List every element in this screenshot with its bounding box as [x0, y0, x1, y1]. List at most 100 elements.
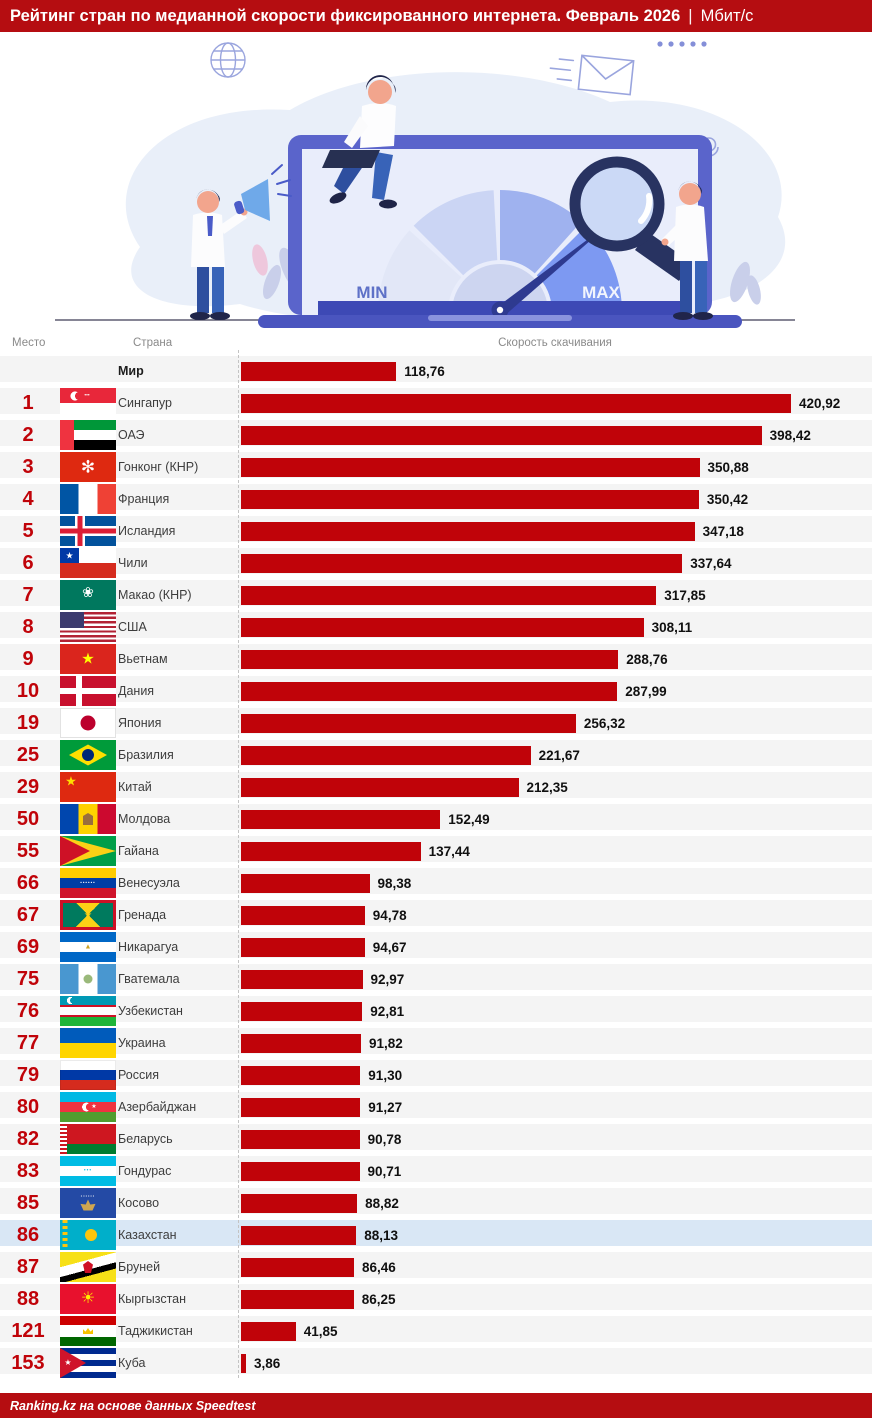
bar-track: 420,92: [238, 390, 872, 416]
country-name: Дания: [118, 684, 155, 698]
rank-label: 9: [22, 648, 34, 670]
speed-value: 3,86: [254, 1355, 281, 1371]
speed-value: 398,42: [769, 427, 811, 443]
laptop-base: [258, 315, 742, 328]
title-unit: Мбит/с: [700, 6, 754, 25]
bar-track: 212,35: [238, 774, 872, 800]
speed-bar: [241, 841, 421, 861]
speed-bar: [241, 1033, 361, 1053]
country-flag-icon: [60, 516, 116, 546]
speed-value: 317,85: [664, 587, 706, 603]
speed-bar: [241, 1289, 354, 1309]
speed-bar: [241, 777, 519, 797]
speed-value: 91,27: [368, 1099, 403, 1115]
rank-label: 121: [11, 1320, 45, 1342]
country-flag-icon: [60, 612, 116, 642]
rank-label: 80: [16, 1096, 40, 1118]
speed-value: 287,99: [625, 683, 667, 699]
country-row: 55 Гайана 137,44: [0, 836, 872, 866]
country-name: Китай: [118, 780, 152, 794]
country-row: 19 Япония 256,32: [0, 708, 872, 738]
source-text: Ranking.kz на основе данных Speedtest: [10, 1398, 256, 1413]
country-name: Куба: [118, 1356, 146, 1370]
country-flag-icon: [60, 548, 116, 578]
speed-value: 221,67: [538, 747, 580, 763]
country-row: 2 ОАЭ 398,42: [0, 420, 872, 450]
country-flag-icon: [60, 868, 116, 898]
megaphone-icon: [234, 164, 292, 221]
country-flag-icon: [60, 1028, 116, 1058]
rank-label: 69: [16, 936, 40, 958]
country-name: Азербайджан: [118, 1100, 197, 1114]
speed-value: 98,38: [377, 875, 412, 891]
country-flag-icon: [60, 836, 116, 866]
rank-label: 79: [16, 1064, 40, 1086]
country-flag-icon: [60, 900, 116, 930]
speedtest-illustration: MIN MAX: [55, 41, 795, 328]
bar-track: 86,25: [238, 1286, 872, 1312]
country-name: Косово: [118, 1196, 160, 1210]
country-name: США: [118, 620, 147, 634]
column-header-speed: Скорость скачивания: [498, 337, 612, 349]
country-flag-icon: [60, 676, 116, 706]
speed-bar: [241, 969, 363, 989]
country-name: Сингапур: [118, 396, 172, 410]
gauge-min-label: MIN: [356, 283, 387, 302]
country-name: Мир: [118, 364, 144, 378]
rank-label: 5: [22, 520, 34, 542]
speed-value: 118,76: [404, 363, 445, 379]
country-row: 5 Исландия 347,18: [0, 516, 872, 546]
country-row: 83 Гондурас 90,71: [0, 1156, 872, 1186]
bar-track: 137,44: [238, 838, 872, 864]
country-flag-icon: [60, 1188, 116, 1218]
bar-track: 350,42: [238, 486, 872, 512]
person-magnifier-figure: [569, 156, 713, 320]
speed-value: 88,13: [364, 1227, 398, 1243]
ranking-table: Место Страна Скорость скачивания Мир 118…: [0, 330, 872, 1380]
speed-value: 337,64: [690, 555, 732, 571]
bar-track: 350,88: [238, 454, 872, 480]
bar-track: 221,67: [238, 742, 872, 768]
header-illustration: MIN MAX: [0, 32, 872, 330]
bar-track: 288,76: [238, 646, 872, 672]
bar-track: 98,38: [238, 870, 872, 896]
speed-bar: [241, 1193, 358, 1213]
country-flag-icon: [60, 1348, 116, 1378]
country-row: 7 Макао (КНР) 317,85: [0, 580, 872, 610]
country-flag-icon: [60, 644, 116, 674]
country-name: Гренада: [118, 908, 167, 922]
speed-bar: [241, 745, 531, 765]
speed-bar: [241, 1257, 354, 1277]
rank-label: 55: [16, 840, 40, 862]
bar-track: 92,81: [238, 998, 872, 1024]
speed-bar: [241, 873, 370, 893]
speed-value: 288,76: [626, 651, 668, 667]
globe-icon: [210, 42, 246, 78]
rank-label: 1: [22, 392, 34, 414]
column-header-country: Страна: [133, 337, 173, 349]
country-flag-icon: [60, 772, 116, 802]
speed-value: 88,82: [365, 1195, 399, 1211]
speed-value: 256,32: [583, 715, 626, 731]
speed-value: 94,78: [372, 907, 407, 923]
rank-label: 29: [16, 776, 40, 798]
speed-bar: [241, 1321, 296, 1341]
speed-bar: [241, 361, 397, 381]
rank-label: 87: [16, 1256, 40, 1278]
country-row: 75 Гватемала 92,97: [0, 964, 872, 994]
rank-label: 66: [16, 872, 40, 894]
bar-track: 3,86: [238, 1350, 872, 1376]
bar-track: 91,82: [238, 1030, 872, 1056]
plant-right: [729, 261, 761, 305]
rank-label: 75: [16, 968, 40, 990]
country-row: 69 Никарагуа 94,67: [0, 932, 872, 962]
country-flag-icon: [60, 1124, 116, 1154]
title-separator: |: [688, 6, 693, 25]
speed-value: 86,46: [362, 1259, 396, 1275]
country-row: 4 Франция 350,42: [0, 484, 872, 514]
column-header-rank: Место: [12, 337, 46, 349]
speed-bar: [241, 937, 365, 957]
speed-value: 92,81: [370, 1003, 405, 1019]
country-name: Венесуэла: [118, 876, 180, 890]
country-name: Гватемала: [118, 972, 180, 986]
